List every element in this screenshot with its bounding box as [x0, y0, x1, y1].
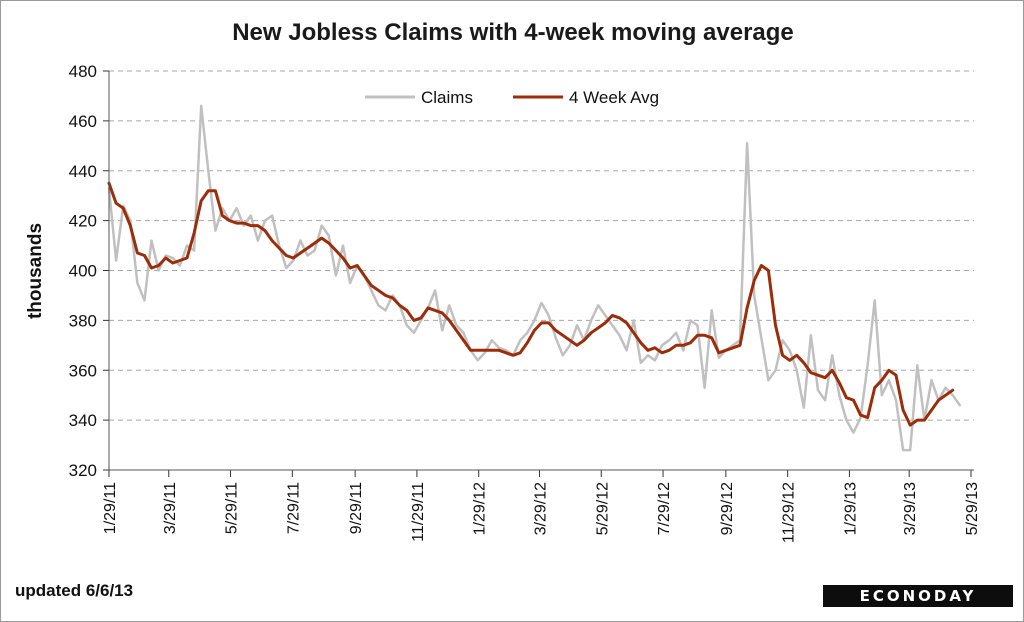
xtick-label-1: 3/29/11 — [162, 482, 179, 534]
xtick-label-14: 5/29/13 — [964, 482, 981, 535]
xtick-label-5: 11/29/11 — [410, 482, 427, 542]
xtick-label-7: 3/29/12 — [532, 482, 549, 535]
ytick-label-420: 420 — [69, 212, 97, 231]
legend: Claims 4 Week Avg — [365, 88, 659, 107]
xtick-label-8: 5/29/12 — [594, 482, 611, 535]
ytick-label-480: 480 — [69, 62, 97, 81]
xtick-label-9: 7/29/12 — [656, 482, 673, 535]
xtick-label-11: 11/29/12 — [781, 482, 798, 543]
xtick-label-13: 3/29/13 — [902, 482, 919, 535]
series-group — [107, 104, 962, 452]
series-line-claims — [107, 104, 962, 452]
x-axis-ticks: 1/29/11 3/29/11 5/29/11 7/29/11 9/29/11 11/29… — [102, 470, 981, 543]
legend-label-0: Claims — [421, 88, 473, 107]
xtick-label-2: 5/29/11 — [224, 482, 241, 534]
axes — [108, 71, 974, 471]
ytick-label-360: 360 — [69, 361, 97, 380]
ytick-label-400: 400 — [69, 262, 97, 281]
ytick-label-380: 380 — [69, 311, 97, 330]
xtick-label-0: 1/29/11 — [102, 482, 119, 534]
xtick-label-12: 1/29/13 — [842, 482, 859, 535]
updated-label: updated 6/6/13 — [15, 581, 134, 600]
brand-logo: ECONODAY — [823, 585, 1013, 607]
ytick-label-340: 340 — [69, 411, 97, 430]
ytick-label-320: 320 — [69, 461, 97, 480]
xtick-label-4: 9/29/11 — [348, 482, 365, 534]
grid-lines — [109, 70, 974, 421]
series-line-4-week-avg — [107, 181, 955, 427]
xtick-label-6: 1/29/12 — [472, 482, 489, 535]
chart-title: New Jobless Claims with 4-week moving av… — [232, 19, 794, 46]
ytick-label-460: 460 — [69, 112, 97, 131]
ytick-label-440: 440 — [69, 162, 97, 181]
xtick-label-10: 9/29/12 — [719, 482, 736, 535]
legend-label-1: 4 Week Avg — [569, 88, 659, 107]
y-axis-ticks: 320 340 360 380 400 420 440 460 480 — [69, 62, 109, 480]
xtick-label-3: 7/29/11 — [285, 482, 302, 534]
y-axis-label: thousands — [25, 223, 46, 319]
